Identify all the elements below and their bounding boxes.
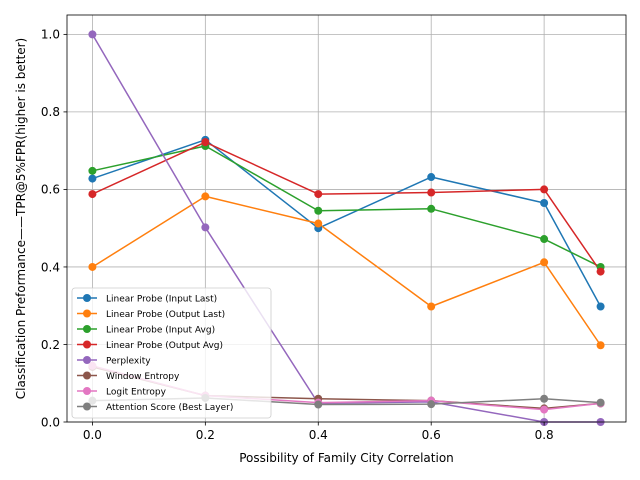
legend-label: Logit Entropy	[106, 387, 167, 397]
legend-marker	[83, 371, 91, 380]
legend-label: Linear Probe (Input Avg)	[106, 325, 215, 335]
legend-label: Attention Score (Best Layer)	[106, 403, 233, 413]
y-tick-label: 0.0	[41, 415, 60, 429]
legend-marker	[83, 387, 91, 395]
data-point	[314, 190, 323, 199]
x-axis-label: Possibility of Family City Correlation	[239, 451, 454, 465]
data-point	[201, 223, 210, 232]
legend-label: Linear Probe (Output Last)	[106, 310, 225, 320]
data-point	[596, 302, 605, 311]
series-line	[92, 195, 602, 346]
series-points	[88, 30, 605, 426]
legend-marker	[83, 402, 91, 411]
legend: Linear Probe (Input Last) Linear Probe (O…	[71, 287, 272, 419]
data-point	[201, 192, 210, 201]
x-tick-label: 0.6	[422, 428, 441, 442]
data-point	[540, 235, 549, 244]
data-point	[88, 30, 97, 39]
legend-label: Linear Probe (Input Last)	[106, 294, 217, 304]
plot-frame	[66, 14, 627, 423]
data-point	[88, 262, 97, 271]
legend-box	[71, 287, 272, 419]
data-point	[596, 398, 605, 407]
data-point	[427, 204, 436, 213]
legend-label: Perplexity	[106, 356, 151, 366]
x-tick-label: 0.8	[535, 428, 554, 442]
data-point	[596, 267, 605, 276]
y-tick-label: 1.0	[41, 28, 60, 42]
data-point	[540, 394, 549, 403]
data-point	[427, 302, 436, 311]
x-tick-label: 0.4	[309, 428, 328, 442]
data-point	[88, 190, 97, 199]
legend-marker	[83, 325, 91, 333]
series-line	[92, 141, 602, 273]
data-point	[540, 198, 549, 207]
data-point	[314, 206, 323, 215]
legend-label: Linear Probe (Output Avg)	[106, 341, 223, 351]
y-tick-label: 0.6	[41, 183, 60, 197]
legend-label: Window Entropy	[106, 372, 180, 382]
data-point	[540, 405, 549, 414]
x-axis-ticks: 0.0 0.2 0.4 0.6 0.8	[83, 422, 554, 442]
data-point	[427, 400, 436, 409]
x-tick-label: 0.2	[196, 428, 215, 442]
data-point	[314, 400, 323, 409]
data-point	[201, 138, 210, 147]
y-tick-label: 0.4	[41, 260, 60, 274]
data-point	[314, 219, 323, 228]
legend-marker	[83, 356, 91, 364]
data-point	[540, 185, 549, 194]
data-point	[427, 188, 436, 197]
x-tick-label: 0.0	[83, 428, 102, 442]
data-point	[596, 341, 605, 350]
legend-marker	[83, 294, 91, 302]
data-point	[88, 174, 97, 183]
legend-marker	[83, 340, 91, 349]
legend-marker	[83, 309, 91, 318]
data-point	[88, 166, 97, 175]
y-axis-label: Classification Preformance——TPR@5%FPR(hi…	[14, 38, 28, 399]
series-line	[92, 139, 602, 307]
y-tick-label: 0.8	[41, 105, 60, 119]
y-axis-ticks: 0.0 0.2 0.4 0.6 0.8 1.0	[41, 28, 67, 429]
data-point	[427, 173, 436, 182]
y-tick-label: 0.2	[41, 338, 60, 352]
data-point	[540, 258, 549, 267]
